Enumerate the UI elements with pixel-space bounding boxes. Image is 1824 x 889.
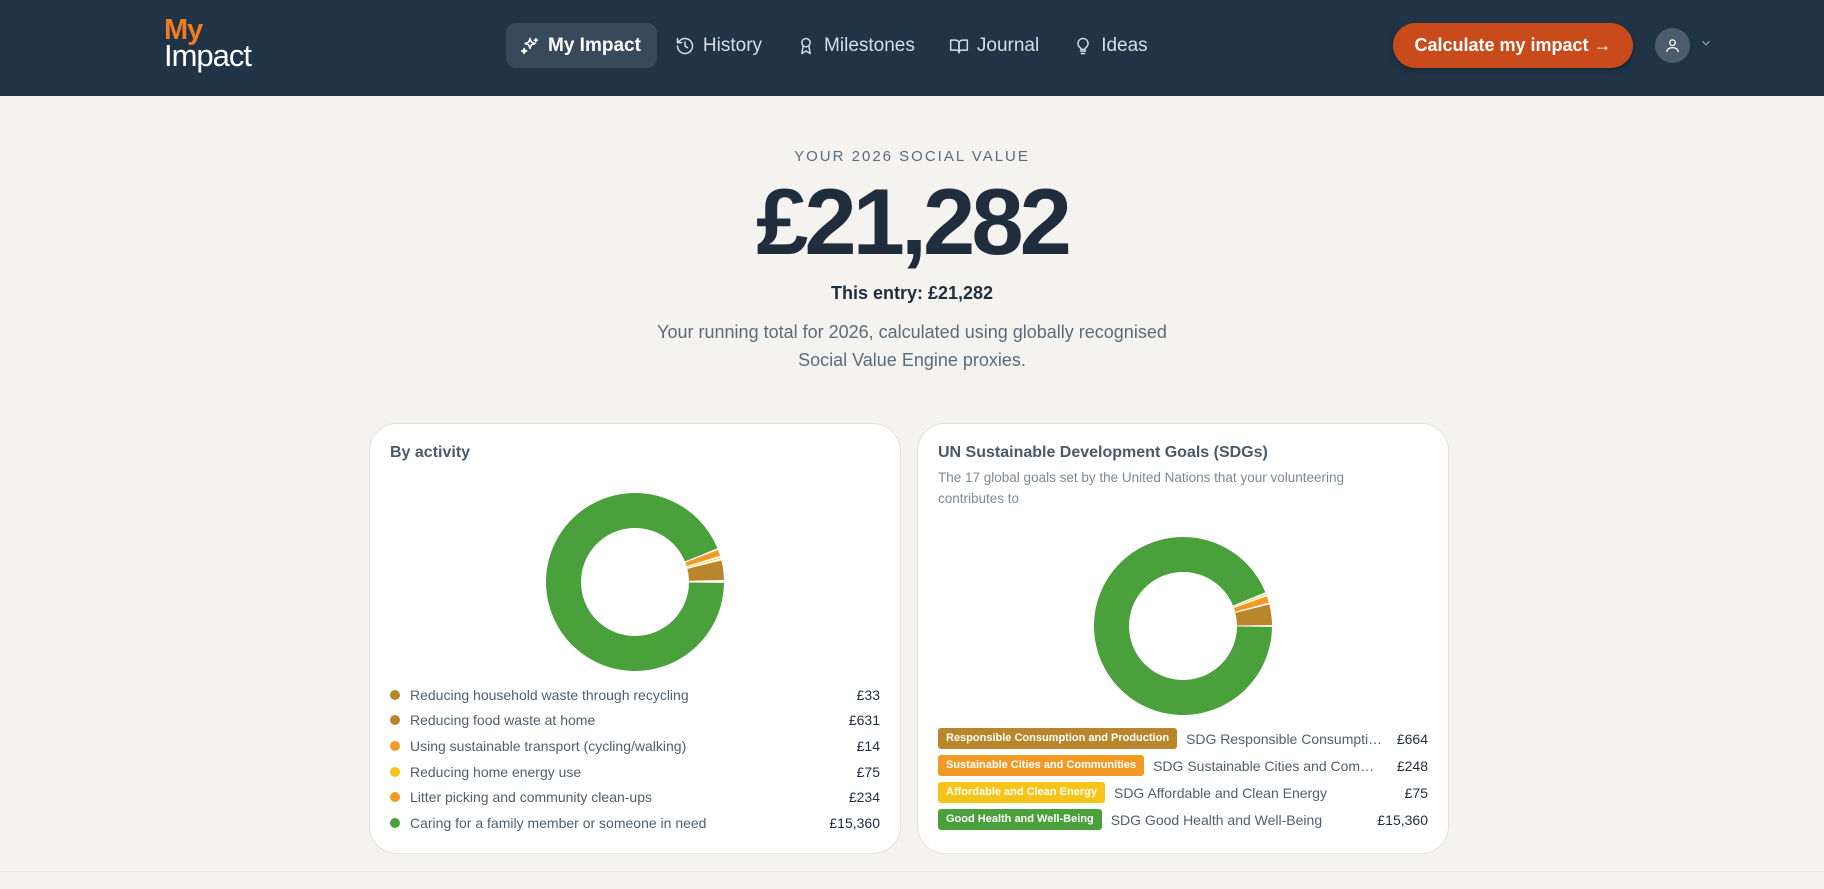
logo-text-bottom: Impact <box>164 37 252 73</box>
card-title: By activity <box>390 444 471 461</box>
legend-item: Reducing household waste through recycli… <box>390 682 880 708</box>
hero-section: YOUR 2026 SOCIAL VALUE £21,282 This entr… <box>0 96 1824 374</box>
top-navigation-bar: My Impact My Impact History Milestones J… <box>0 0 1824 96</box>
nav-item-my-impact[interactable]: My Impact <box>506 23 657 68</box>
nav-item-milestones[interactable]: Milestones <box>782 23 931 68</box>
legend-label: Reducing home energy use <box>410 763 582 780</box>
sdg-legend-label: SDG Responsible Consumption and Producti… <box>1186 730 1383 747</box>
sdg-legend-value: £248 <box>1396 757 1428 774</box>
sdg-legend-value: £664 <box>1396 730 1428 747</box>
award-icon <box>801 37 811 54</box>
activity-slice-5[interactable] <box>546 493 724 671</box>
legend-swatch <box>390 817 400 828</box>
user-icon <box>1666 39 1679 52</box>
card-subtitle: The 17 global goals set by the United Na… <box>938 470 1345 506</box>
activity-slice-4[interactable] <box>685 549 721 567</box>
legend-label: Reducing food waste at home <box>410 712 596 729</box>
nav-item-label: Milestones <box>824 34 915 56</box>
sdg-slice-0[interactable] <box>1235 604 1272 626</box>
sparkles-icon <box>520 37 539 54</box>
sdg-badge: Affordable and Clean Energy <box>938 782 1105 803</box>
nav-item-ideas[interactable]: Ideas <box>1059 23 1163 68</box>
sdg-slice-3[interactable] <box>1094 537 1272 715</box>
sdg-legend-label: SDG Good Health and Well-Being <box>1110 811 1323 828</box>
nav-item-label: History <box>702 34 763 56</box>
sdg-slice-2[interactable] <box>1233 593 1267 607</box>
activity-donut-chart <box>546 493 724 671</box>
legend-item: Reducing food waste at home £631 <box>390 708 880 734</box>
user-avatar-button[interactable] <box>1655 28 1690 63</box>
history-icon <box>676 37 694 54</box>
legend-item: Caring for a family member or someone in… <box>390 810 880 836</box>
lightbulb-icon <box>1077 37 1089 54</box>
sdg-legend-value: £75 <box>1404 784 1428 801</box>
legend-swatch <box>390 740 400 751</box>
sdg-card: UN Sustainable Development Goals (SDGs) … <box>917 423 1449 854</box>
nav-item-label: My Impact <box>548 34 641 56</box>
page-divider <box>0 871 1824 872</box>
legend-value: £631 <box>848 712 880 729</box>
legend-value: £14 <box>856 737 880 754</box>
legend-label: Reducing household waste through recycli… <box>410 686 689 703</box>
sdg-slice-1[interactable] <box>1233 596 1269 612</box>
user-menu-toggle[interactable] <box>1699 36 1713 50</box>
nav-item-label: Journal <box>976 34 1040 56</box>
activity-slice-3[interactable] <box>686 557 721 568</box>
legend-value: £15,360 <box>829 814 880 831</box>
sdg-legend-label: SDG Sustainable Cities and Communities <box>1153 757 1383 774</box>
sdg-legend-item: Affordable and Clean Energy SDG Affordabl… <box>938 779 1428 806</box>
legend-value: £234 <box>848 789 880 806</box>
legend-swatch <box>390 792 400 803</box>
sdg-badge: Good Health and Well-Being <box>938 809 1102 830</box>
activity-card: By activity Reducing household waste thr… <box>369 423 901 854</box>
legend-label: Using sustainable transport (cycling/wal… <box>410 737 687 754</box>
legend-value: £33 <box>856 686 880 703</box>
sdg-legend-item: Good Health and Well-Being SDG Good Healt… <box>938 806 1428 833</box>
sdg-badge: Responsible Consumption and Production <box>938 728 1178 749</box>
sdg-legend-label: SDG Affordable and Clean Energy <box>1113 784 1327 801</box>
sdg-legend: Responsible Consumption and Production SD… <box>938 725 1428 833</box>
entry-value: This entry: £21,282 <box>830 283 994 303</box>
sdg-donut-chart <box>1094 537 1272 715</box>
legend-label: Litter picking and community clean-ups <box>410 789 653 806</box>
main-nav: My Impact History Milestones Journal Ide… <box>506 23 1164 68</box>
legend-item: Reducing home energy use £75 <box>390 759 880 785</box>
activity-legend: Reducing household waste through recycli… <box>390 682 880 836</box>
hero-description: Your running total for 2026, calculated … <box>657 322 1167 370</box>
card-title: UN Sustainable Development Goals (SDGs) <box>938 444 1268 461</box>
legend-item: Litter picking and community clean-ups £2… <box>390 784 880 810</box>
legend-swatch <box>390 689 400 700</box>
legend-item: Using sustainable transport (cycling/wal… <box>390 733 880 759</box>
nav-item-journal[interactable]: Journal <box>935 23 1055 68</box>
nav-item-history[interactable]: History <box>661 23 778 68</box>
calculate-impact-button[interactable]: Calculate my impact → <box>1393 23 1633 68</box>
legend-swatch <box>390 766 400 777</box>
legend-swatch <box>390 715 400 726</box>
legend-value: £75 <box>856 763 880 780</box>
app-logo[interactable]: My Impact <box>164 14 252 73</box>
nav-item-label: Ideas <box>1101 34 1148 56</box>
logo-text-top: My <box>164 14 203 46</box>
total-social-value: £21,282 <box>756 169 1072 274</box>
sdg-legend-item: Responsible Consumption and Production SD… <box>938 725 1428 752</box>
sdg-legend-value: £15,360 <box>1377 811 1428 828</box>
sdg-legend-item: Sustainable Cities and Communities SDG Su… <box>938 752 1428 779</box>
sdg-badge: Sustainable Cities and Communities <box>938 755 1145 776</box>
activity-slice-1[interactable] <box>687 560 724 581</box>
book-icon <box>949 38 968 53</box>
hero-eyebrow: YOUR 2026 SOCIAL VALUE <box>794 148 1030 165</box>
legend-label: Caring for a family member or someone in… <box>410 814 707 831</box>
chevron-down-icon <box>1702 40 1710 46</box>
